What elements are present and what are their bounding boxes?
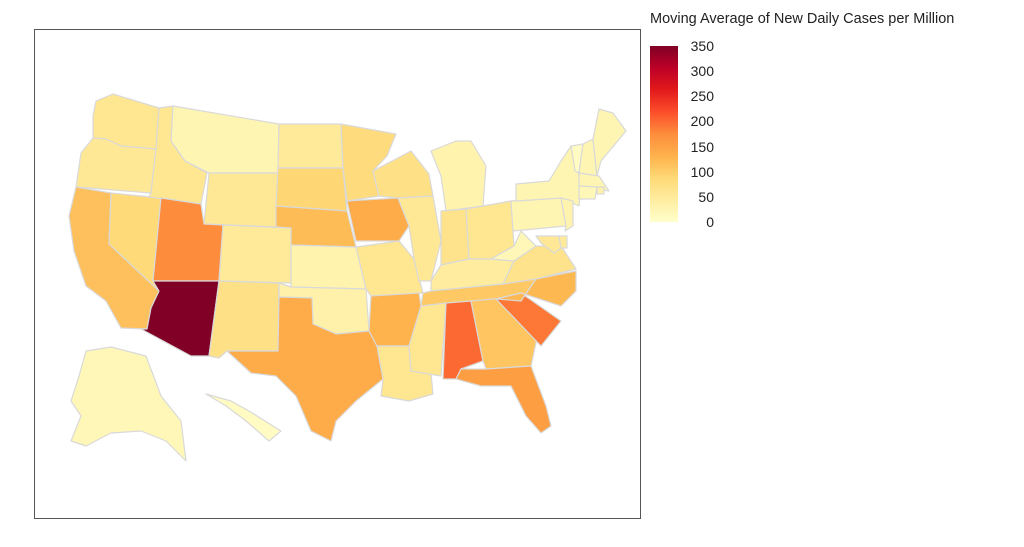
colorbar-tick-label: 350 [690,38,714,54]
colorbar-tick-label: 150 [690,138,714,155]
state-sd[interactable] [275,167,348,212]
state-il[interactable] [397,195,442,282]
state-pa[interactable] [510,197,567,232]
state-in[interactable] [440,208,470,266]
state-ks[interactable] [290,244,367,290]
colorbar-tick-label: 300 [690,63,714,80]
state-hi[interactable] [205,393,282,442]
state-ms[interactable] [408,302,447,377]
map-panel [34,29,641,519]
state-co[interactable] [218,224,292,284]
state-ak[interactable] [70,346,187,462]
legend-title: Moving Average of New Daily Cases per Mi… [650,11,955,27]
colorbar [650,46,678,222]
us-choropleth-map [68,93,627,462]
state-mi[interactable] [430,140,487,212]
state-wy[interactable] [203,172,279,228]
state-ct[interactable] [578,185,598,200]
state-ri[interactable] [596,186,605,195]
colorbar-tick-label: 250 [690,88,714,105]
colorbar-tick-label: 200 [690,113,714,130]
colorbar-tick-label: 50 [698,188,714,205]
colorbar-tick-label: 100 [690,163,714,180]
state-ia[interactable] [346,197,410,242]
state-fl[interactable] [455,365,552,434]
state-wv[interactable] [490,230,537,262]
state-ny[interactable] [515,145,582,207]
state-me[interactable] [592,108,627,177]
state-nd[interactable] [277,123,344,169]
colorbar-gradient [650,46,678,222]
state-nj[interactable] [560,197,574,232]
state-md[interactable] [535,235,562,254]
state-nm[interactable] [208,280,280,359]
colorbar-tick-label: 0 [706,214,714,230]
